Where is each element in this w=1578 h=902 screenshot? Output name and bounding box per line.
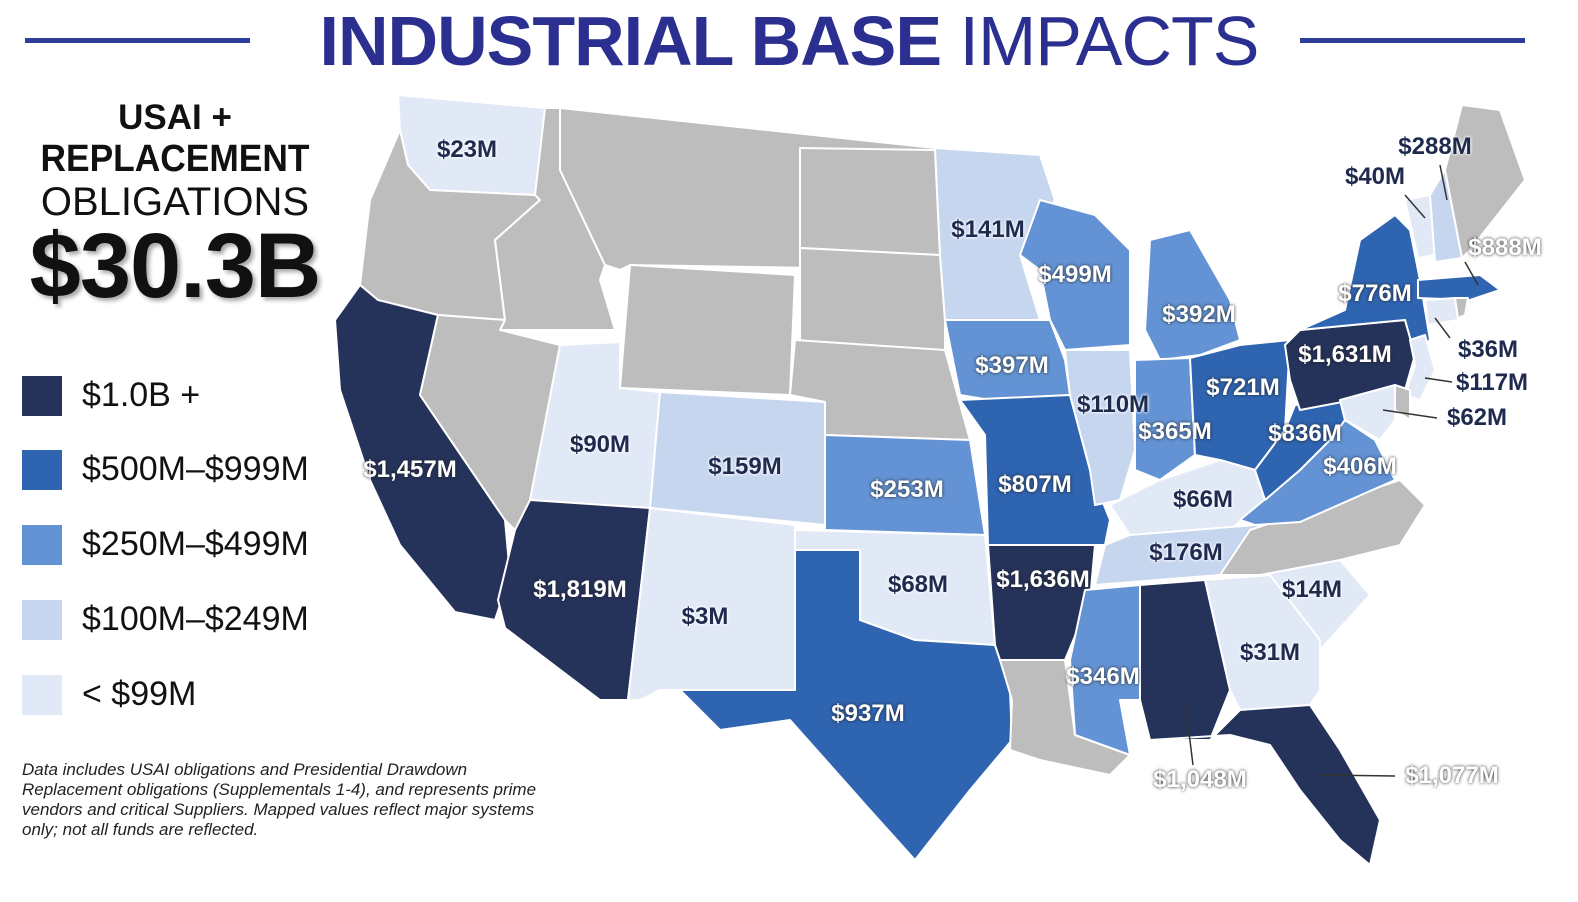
state-value-ms: $346M	[1066, 663, 1140, 690]
state-value-ut: $90M	[569, 431, 631, 458]
state-la	[999, 659, 1131, 776]
state-value-ga: $31M	[1239, 639, 1301, 666]
state-value-nj: $117M	[1455, 369, 1529, 396]
state-in	[1134, 357, 1196, 481]
state-value-tx: $937M	[831, 700, 905, 727]
state-fl	[1149, 704, 1381, 866]
state-value-nh: $288M	[1398, 133, 1472, 160]
state-value-ky: $66M	[1172, 486, 1234, 513]
legend-label: $250M–$499M	[82, 525, 309, 563]
state-sd	[799, 247, 946, 371]
state-value-ok: $68M	[887, 571, 949, 598]
state-mn	[934, 147, 1056, 321]
state-value-mi: $392M	[1162, 301, 1236, 328]
title-rule-left	[25, 38, 250, 43]
state-value-az: $1,819M	[533, 576, 627, 603]
legend-swatch	[22, 376, 62, 416]
headline-line-3: OBLIGATIONS	[40, 180, 310, 224]
legend-swatch	[22, 525, 62, 565]
state-value-ca: $1,457M	[363, 456, 457, 483]
legend-label: $500M–$999M	[82, 450, 309, 488]
state-value-ny: $776M	[1338, 280, 1412, 307]
state-value-wi: $499M	[1038, 261, 1112, 288]
state-il	[1064, 349, 1136, 506]
state-value-mn: $141M	[951, 216, 1025, 243]
title-regular: IMPACTS	[959, 2, 1260, 80]
state-nd	[799, 147, 941, 256]
legend-label: < $99M	[82, 675, 197, 713]
state-tx	[679, 549, 1013, 861]
legend-swatch	[22, 600, 62, 640]
legend-swatch	[22, 450, 62, 490]
title-bold: INDUSTRIAL BASE	[319, 2, 943, 80]
leader-line-nh	[1439, 164, 1448, 201]
state-md	[1339, 384, 1396, 441]
state-nm	[627, 507, 796, 701]
leader-line-ct	[1434, 317, 1451, 339]
headline-line-1: USAI +	[118, 98, 232, 137]
leader-line-vt	[1404, 194, 1426, 219]
state-value-ar: $1,636M	[996, 566, 1090, 593]
state-ct	[1424, 297, 1459, 326]
state-value-nm: $3M	[681, 603, 729, 630]
state-value-mo: $807M	[998, 471, 1072, 498]
state-ny	[1299, 214, 1431, 356]
state-value-md: $62M	[1446, 404, 1508, 431]
leader-line-nj	[1424, 377, 1453, 383]
state-value-al: $1,048M	[1153, 766, 1247, 793]
state-value-ks: $253M	[870, 476, 944, 503]
state-de	[1394, 384, 1411, 421]
state-wy	[619, 264, 796, 396]
state-value-il: $110M	[1076, 391, 1150, 418]
state-value-wv: $836M	[1268, 420, 1342, 447]
state-value-sc: $14M	[1281, 576, 1343, 603]
legend-label: $1.0B +	[82, 376, 201, 414]
state-value-in: $365M	[1138, 418, 1212, 445]
state-ri	[1454, 297, 1469, 319]
state-value-fl: $1,077M	[1405, 762, 1499, 789]
leader-line-md	[1382, 409, 1438, 419]
state-value-co: $159M	[708, 453, 782, 480]
legend-swatch	[22, 675, 62, 715]
title-rule-right	[1300, 38, 1525, 43]
state-mi	[1144, 229, 1241, 361]
legend-label: $100M–$249M	[82, 600, 309, 638]
state-value-tn: $176M	[1149, 539, 1223, 566]
state-value-wa: $23M	[436, 136, 498, 163]
state-nj	[1404, 334, 1436, 401]
state-value-ma: $888M	[1468, 234, 1542, 261]
state-value-pa: $1,631M	[1298, 341, 1392, 368]
state-value-vt: $40M	[1344, 163, 1406, 190]
state-value-ia: $397M	[975, 352, 1049, 379]
leader-line-fl	[1319, 774, 1396, 777]
page-title: INDUSTRIAL BASE IMPACTS	[0, 0, 1578, 82]
state-value-ct: $36M	[1457, 336, 1519, 363]
headline-total: $30.3B	[29, 215, 322, 317]
state-me	[1444, 104, 1526, 259]
headline-line-2: REPLACEMENT	[40, 138, 310, 180]
footnote: Data includes USAI obligations and Presi…	[22, 760, 537, 839]
state-value-oh: $721M	[1206, 374, 1280, 401]
state-value-va: $406M	[1323, 453, 1397, 480]
leader-line-ma	[1464, 261, 1479, 286]
leader-line-al	[1184, 699, 1194, 766]
state-ma	[1417, 274, 1501, 301]
